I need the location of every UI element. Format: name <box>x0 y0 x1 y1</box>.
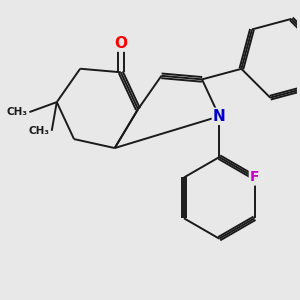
Text: O: O <box>114 36 127 51</box>
Text: CH₃: CH₃ <box>29 126 50 136</box>
Text: F: F <box>250 170 259 184</box>
Text: N: N <box>213 109 226 124</box>
Text: CH₃: CH₃ <box>7 107 28 117</box>
